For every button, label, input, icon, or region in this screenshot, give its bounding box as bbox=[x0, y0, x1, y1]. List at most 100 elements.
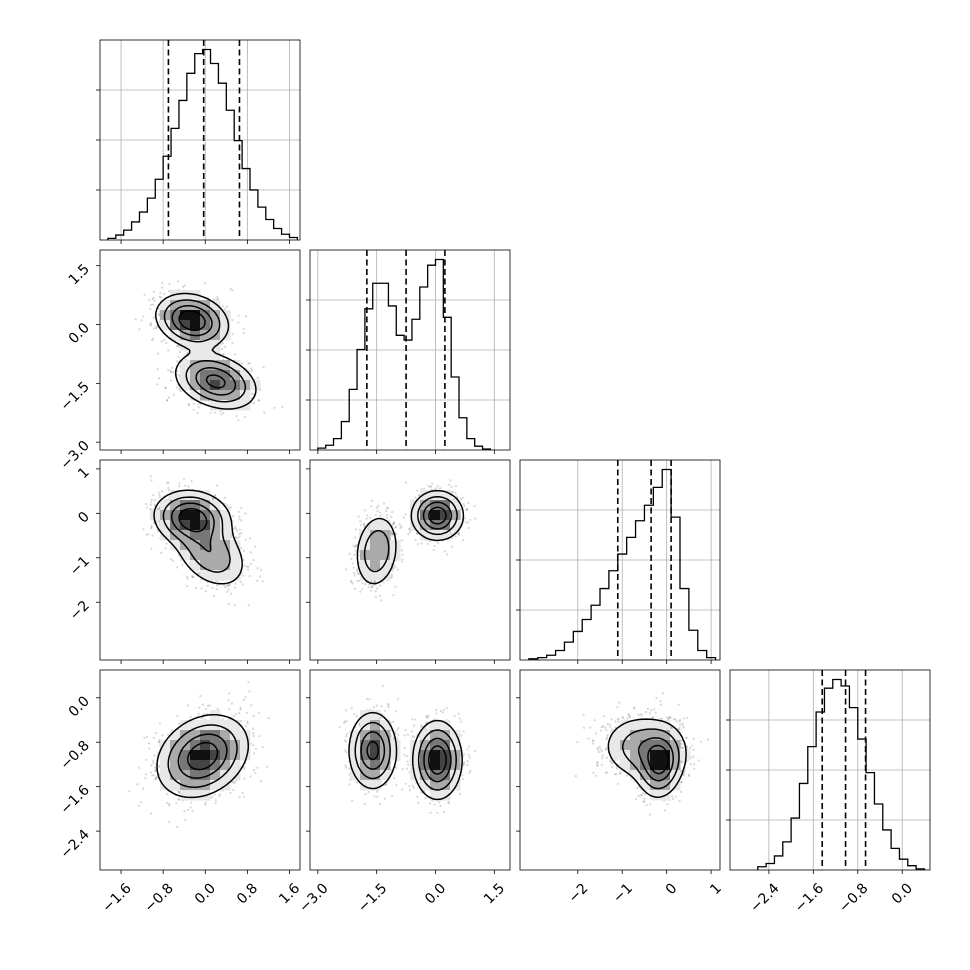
sample-point bbox=[214, 411, 217, 414]
sample-point bbox=[188, 403, 191, 407]
sample-point bbox=[153, 769, 157, 773]
sample-point bbox=[150, 526, 153, 529]
sample-point bbox=[161, 286, 164, 289]
sample-point bbox=[176, 566, 179, 569]
sample-point bbox=[253, 545, 257, 548]
sample-point bbox=[374, 514, 377, 517]
sample-point bbox=[262, 366, 265, 369]
sample-point bbox=[361, 588, 364, 591]
sample-point bbox=[432, 549, 435, 552]
density-cell bbox=[190, 560, 201, 571]
density-cell bbox=[200, 500, 211, 511]
sample-point bbox=[405, 481, 408, 484]
sample-point bbox=[163, 339, 166, 342]
sample-point bbox=[462, 503, 465, 506]
sample-point bbox=[352, 572, 356, 575]
sample-point bbox=[216, 296, 219, 299]
density-cell bbox=[180, 290, 191, 301]
sample-point bbox=[171, 559, 174, 562]
density-cell bbox=[230, 560, 241, 571]
sample-point bbox=[150, 527, 153, 530]
density-cell bbox=[230, 360, 241, 371]
sample-point bbox=[236, 536, 240, 540]
density-cell bbox=[410, 510, 421, 521]
sample-point bbox=[138, 328, 141, 331]
sample-point bbox=[466, 508, 469, 511]
density-cell bbox=[180, 360, 191, 371]
sample-point bbox=[167, 369, 170, 372]
sample-point bbox=[169, 369, 172, 373]
sample-point bbox=[461, 496, 464, 499]
sample-point bbox=[353, 553, 356, 556]
sample-point bbox=[463, 517, 466, 520]
contour-level-4 bbox=[178, 507, 208, 533]
sample-point bbox=[214, 494, 217, 497]
sample-point bbox=[231, 319, 234, 322]
sample-point bbox=[167, 396, 170, 399]
sample-point bbox=[431, 482, 434, 485]
sample-point bbox=[150, 501, 153, 504]
sample-point bbox=[454, 485, 458, 488]
density-cell bbox=[190, 380, 201, 391]
sample-point bbox=[238, 515, 241, 518]
sample-point bbox=[181, 564, 184, 567]
sample-point bbox=[186, 575, 189, 579]
sample-point bbox=[225, 590, 228, 594]
sample-point bbox=[240, 506, 243, 509]
sample-point bbox=[238, 532, 241, 535]
density-cell bbox=[210, 540, 221, 551]
sample-point bbox=[409, 531, 412, 534]
sample-point bbox=[418, 494, 421, 497]
sample-point bbox=[363, 509, 367, 512]
density-cell bbox=[420, 490, 431, 501]
density-cell bbox=[380, 570, 391, 581]
sample-point bbox=[244, 538, 247, 541]
sample-point bbox=[359, 523, 363, 526]
sample-point bbox=[429, 485, 432, 488]
density-cell bbox=[210, 340, 221, 351]
sample-point bbox=[161, 282, 164, 285]
sample-point bbox=[378, 511, 382, 514]
sample-point bbox=[233, 604, 236, 607]
contour-level-2 bbox=[162, 496, 231, 573]
sample-point bbox=[256, 579, 259, 582]
sample-point bbox=[467, 526, 470, 530]
sample-point bbox=[156, 529, 159, 532]
panel-frame bbox=[309, 459, 511, 661]
sample-point bbox=[204, 707, 207, 710]
density-cell bbox=[160, 500, 171, 511]
sample-point bbox=[415, 532, 418, 535]
sample-point bbox=[242, 327, 245, 331]
sample-point bbox=[235, 415, 238, 418]
sample-point bbox=[436, 485, 439, 488]
sample-point bbox=[149, 475, 152, 478]
density-cell bbox=[230, 400, 241, 411]
density-cell bbox=[220, 570, 231, 581]
sample-point bbox=[457, 531, 460, 534]
contour-level-4 bbox=[428, 506, 447, 525]
density-cell bbox=[170, 310, 181, 321]
histogram-steps bbox=[317, 258, 492, 450]
sample-point bbox=[350, 557, 353, 561]
sample-point bbox=[204, 590, 207, 593]
density-cell bbox=[370, 540, 381, 551]
sample-point bbox=[154, 766, 157, 769]
sample-point bbox=[204, 282, 207, 285]
density-cell bbox=[380, 560, 391, 571]
sample-point bbox=[142, 787, 145, 790]
sample-point bbox=[158, 722, 161, 725]
density-cell bbox=[430, 500, 441, 511]
sample-point bbox=[150, 479, 153, 482]
sample-point bbox=[150, 498, 153, 501]
sample-point bbox=[240, 519, 243, 522]
sample-point bbox=[430, 485, 433, 488]
histogram-steps bbox=[107, 48, 299, 240]
density-cell bbox=[200, 340, 211, 351]
sample-point bbox=[417, 543, 420, 546]
sample-point bbox=[215, 588, 218, 591]
sample-point bbox=[469, 518, 472, 522]
sample-point bbox=[177, 798, 180, 801]
sample-point bbox=[392, 522, 395, 525]
sample-point bbox=[212, 497, 215, 501]
density-cell bbox=[220, 400, 231, 411]
